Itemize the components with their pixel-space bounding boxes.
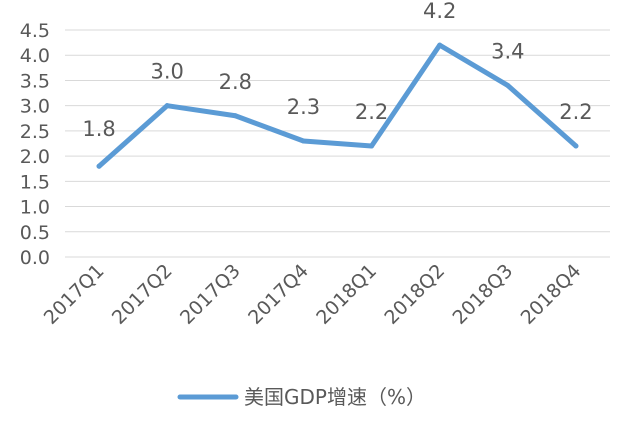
y-tick-label: 3.0 [20,96,50,118]
data-label: 2.8 [219,70,252,94]
x-tick-label: 2017Q4 [244,260,313,329]
data-point [164,103,170,109]
data-label: 2.3 [287,95,320,119]
data-label: 4.2 [423,0,456,23]
data-label: 1.8 [82,117,115,141]
gridlines [65,29,610,258]
legend-entry: 美国GDP增速（%） [244,385,426,409]
x-tick-label: 2018Q1 [312,260,381,329]
x-axis-tick-labels: 2017Q1 2017Q2 2017Q3 2017Q4 2018Q1 2018Q2 2018… [40,260,586,329]
data-labels: 1.8 3.0 2.8 2.3 2.2 4.2 3.4 2.2 [82,0,592,141]
y-tick-label: 4.5 [20,20,50,42]
y-tick-label: 2.0 [20,146,50,168]
data-point [437,42,443,48]
data-label: 2.2 [559,100,592,124]
y-tick-label: 3.5 [20,70,50,92]
x-tick-label: 2018Q3 [448,260,517,329]
data-point [232,113,238,119]
data-point [505,82,511,88]
x-tick-label: 2017Q2 [108,260,177,329]
x-tick-label: 2018Q4 [517,260,586,329]
data-point [96,163,102,169]
data-point [300,138,306,144]
data-label: 3.0 [150,60,183,84]
y-tick-label: 1.5 [20,171,50,193]
data-point [573,143,579,149]
y-tick-label: 2.5 [20,121,50,143]
y-tick-label: 0.5 [20,222,50,244]
data-point [369,143,375,149]
x-tick-label: 2018Q2 [380,260,449,329]
y-tick-label: 1.0 [20,197,50,219]
y-axis-tick-labels: 0.0 0.5 1.0 1.5 2.0 2.5 3.0 3.5 4.0 4.5 [20,20,50,269]
data-label: 3.4 [491,39,524,63]
x-tick-label: 2017Q3 [176,260,245,329]
series-layer [96,42,579,169]
legend: 美国GDP增速（%） [177,385,426,409]
series-line [96,42,579,169]
x-tick-label: 2017Q1 [40,260,109,329]
y-tick-label: 0.0 [20,247,50,269]
data-label: 2.2 [355,100,388,124]
y-tick-label: 4.0 [20,45,50,67]
